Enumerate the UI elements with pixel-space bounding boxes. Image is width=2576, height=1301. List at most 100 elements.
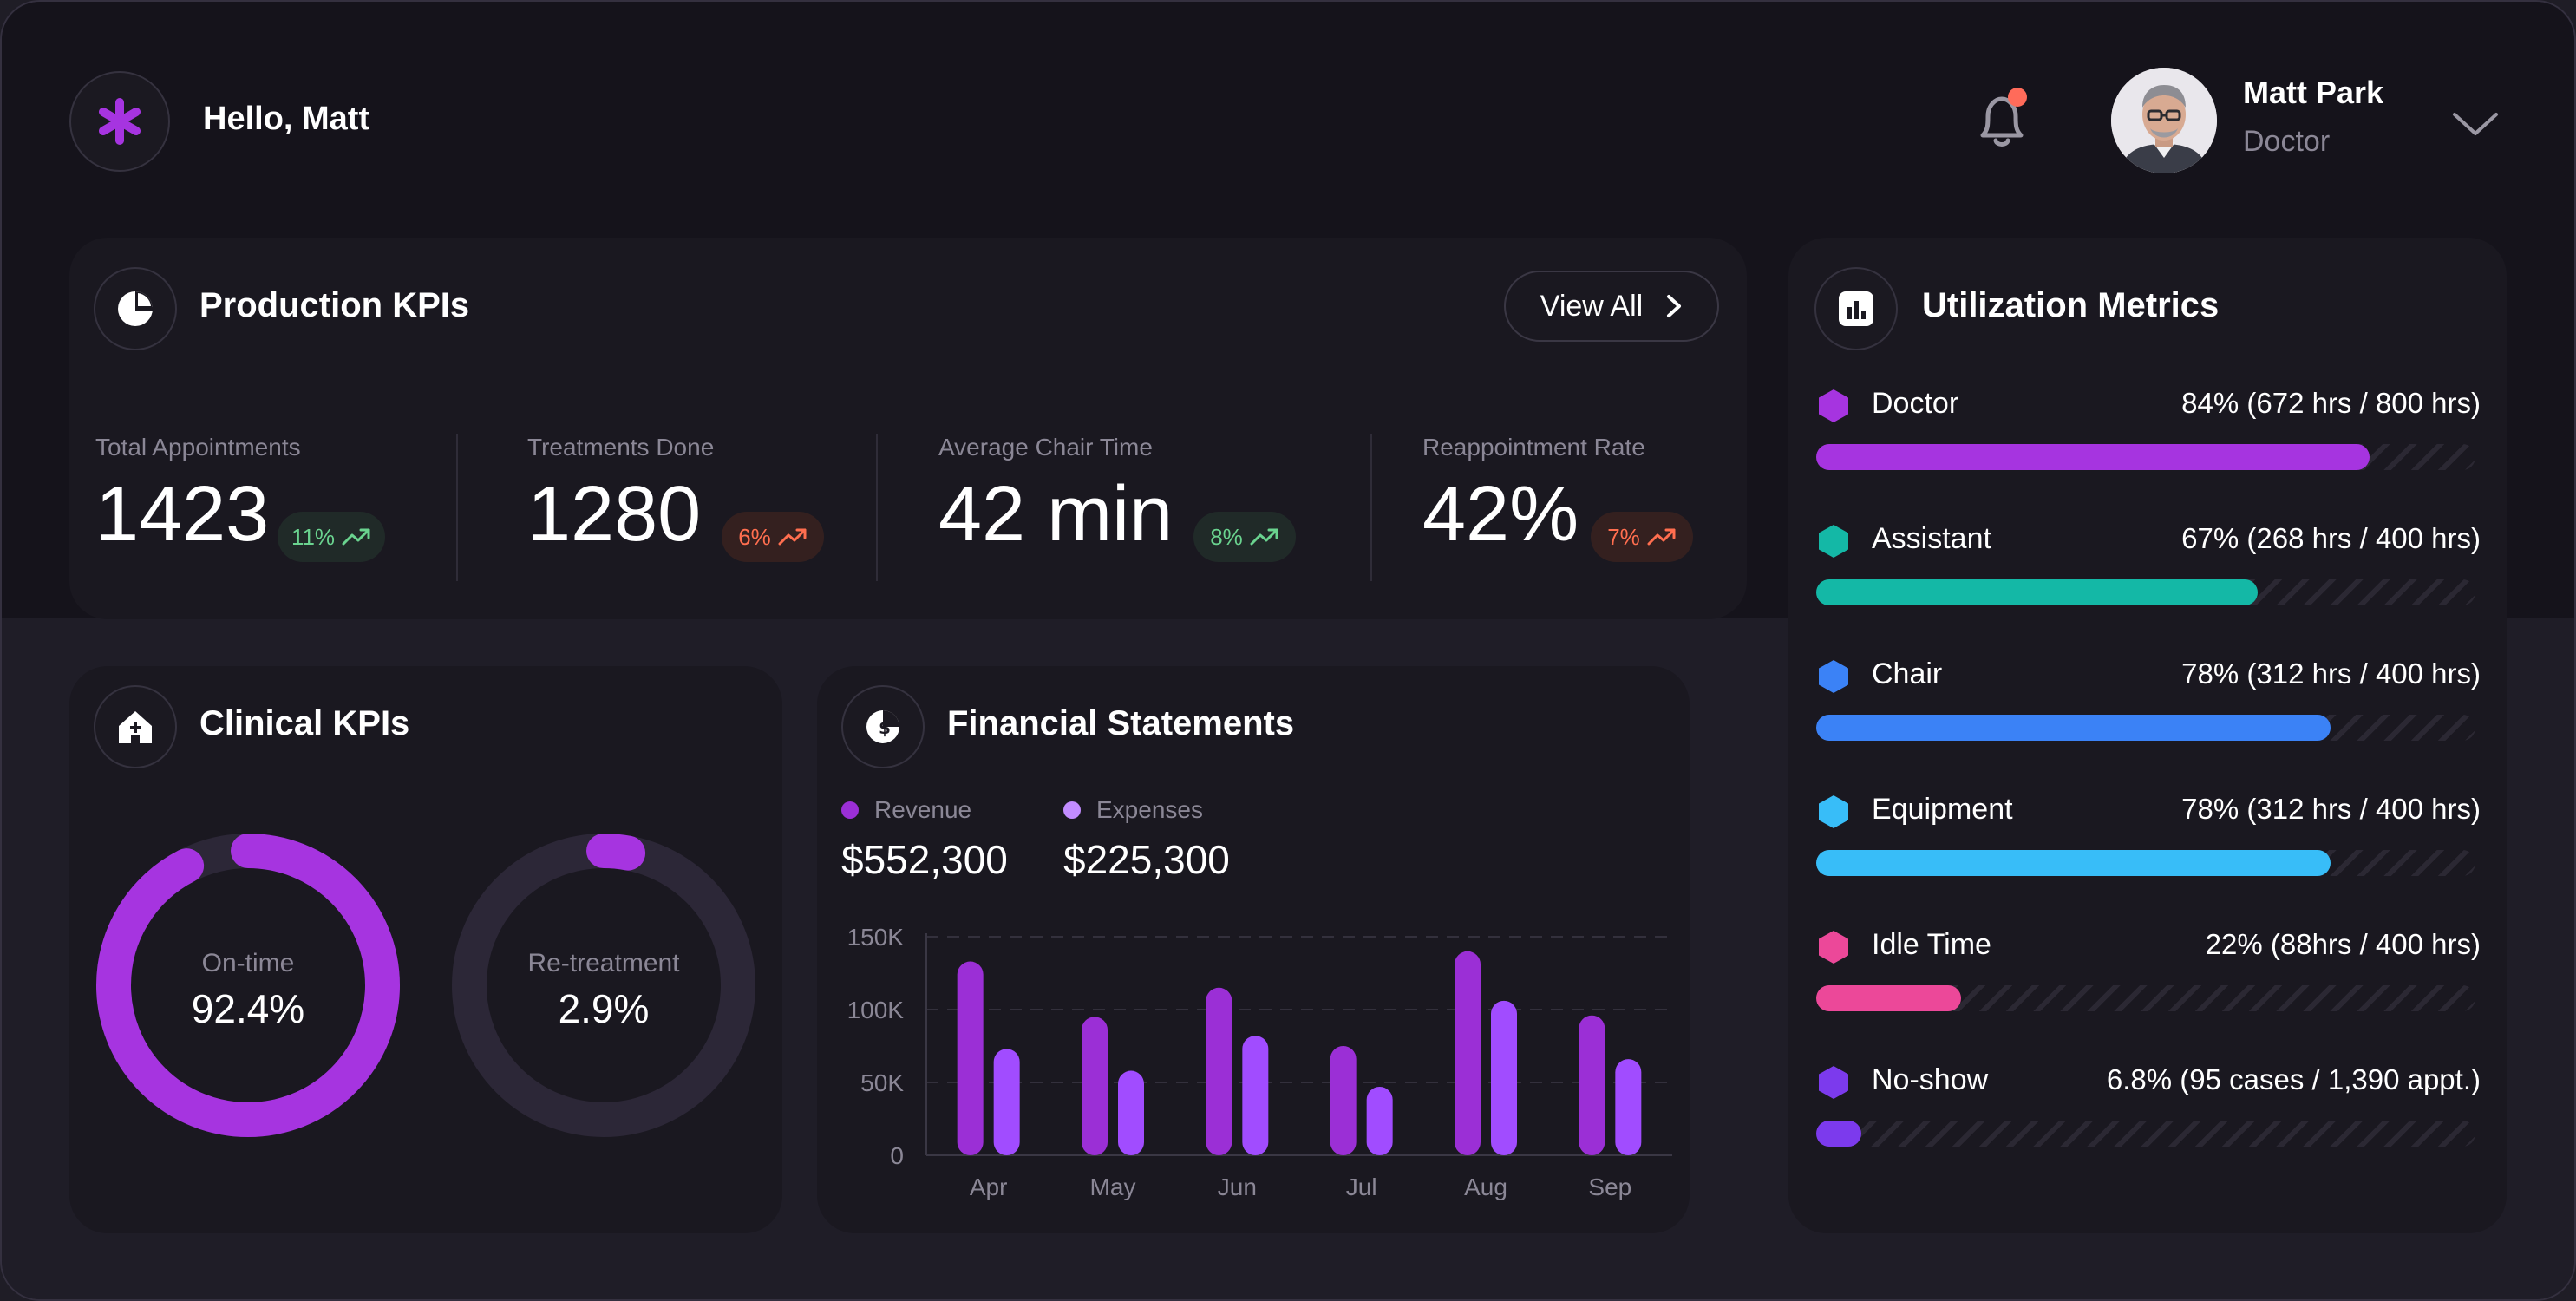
utilization-label: Idle Time bbox=[1872, 928, 1991, 961]
gauge-value-on-time: 92.4% bbox=[191, 986, 305, 1031]
legend-total-expenses: $225,300 bbox=[1063, 837, 1230, 882]
legend-total-revenue: $552,300 bbox=[841, 837, 1008, 882]
kpi-label-average-chair-time: Average Chair Time bbox=[938, 434, 1153, 461]
x-tick-label: Jul bbox=[1346, 1174, 1377, 1200]
legend-label-revenue: Revenue bbox=[874, 796, 972, 823]
utilization-label: Doctor bbox=[1872, 387, 1959, 420]
y-tick-label: 50K bbox=[860, 1069, 904, 1096]
utilization-bar bbox=[1816, 579, 2259, 605]
utilization-value: 84% (672 hrs / 800 hrs) bbox=[2181, 387, 2481, 419]
gauge-arc bbox=[452, 834, 755, 1137]
kpi-divider bbox=[1370, 434, 1372, 581]
gauge-ring-on-time bbox=[96, 834, 400, 1137]
kpi-value-reappointment-rate: 42% bbox=[1422, 471, 1579, 558]
trend-down-icon bbox=[1647, 528, 1676, 546]
hexagon-icon bbox=[1819, 525, 1848, 558]
kpi-change-value: 6% bbox=[738, 523, 771, 550]
clinical-title: Clinical KPIs bbox=[199, 704, 410, 742]
utilization-value: 6.8% (95 cases / 1,390 appt.) bbox=[2106, 1063, 2481, 1095]
user-menu-toggle[interactable] bbox=[2449, 108, 2501, 139]
hexagon-icon bbox=[1819, 795, 1848, 828]
utilization-track bbox=[1816, 1121, 2475, 1147]
kpi-label-treatments-done: Treatments Done bbox=[527, 434, 715, 461]
trend-up-icon bbox=[342, 528, 370, 546]
utilization-label: Chair bbox=[1872, 657, 1943, 690]
financial-bar-chart: 150K 100K 50K 0 Apr May Jun Jul Aug Sep bbox=[847, 926, 1672, 1200]
x-tick-label: Jun bbox=[1218, 1174, 1257, 1200]
utilization-value: 78% (312 hrs / 400 hrs) bbox=[2181, 793, 2481, 825]
hexagon-icon bbox=[1819, 1066, 1848, 1099]
greeting-text: Hello, Matt bbox=[203, 101, 370, 137]
kpi-change-value: 7% bbox=[1607, 523, 1640, 550]
gauge-arc bbox=[96, 834, 400, 1137]
gauge-re-treatment: Re-treatment 2.9% bbox=[449, 831, 758, 1140]
utilization-label: Assistant bbox=[1872, 522, 1991, 555]
kpi-value-treatments-done: 1280 bbox=[527, 471, 702, 558]
financial-title: Financial Statements bbox=[947, 704, 1295, 742]
dollar-chart-icon: $ bbox=[866, 710, 899, 743]
y-tick-label: 100K bbox=[847, 997, 905, 1023]
bar-revenue bbox=[957, 961, 984, 1155]
bell-icon bbox=[1980, 88, 2027, 147]
kpi-change-badge: 8% bbox=[1193, 512, 1296, 562]
kpi-change-badge: 7% bbox=[1591, 512, 1693, 562]
production-title: Production KPIs bbox=[199, 286, 470, 324]
gauge-value-re-treatment: 2.9% bbox=[558, 986, 650, 1031]
trend-up-icon bbox=[1250, 528, 1278, 546]
legend-label-expenses: Expenses bbox=[1096, 796, 1203, 823]
bar-revenue bbox=[1579, 1015, 1605, 1155]
bar-expenses bbox=[993, 1049, 1020, 1155]
y-tick-label: 150K bbox=[847, 926, 905, 951]
gauge-ring-re-treatment bbox=[452, 834, 755, 1137]
legend-dot-revenue bbox=[841, 801, 859, 819]
hexagon-icon bbox=[1819, 931, 1848, 964]
user-name: Matt Park bbox=[2243, 75, 2384, 110]
notification-dot bbox=[2008, 88, 2027, 107]
kpi-divider bbox=[876, 434, 878, 581]
gauge-label-on-time: On-time bbox=[201, 949, 295, 977]
view-all-button[interactable]: View All bbox=[1504, 271, 1719, 342]
bar-chart-icon bbox=[1839, 291, 1873, 326]
kpi-value-average-chair-time: 42 min bbox=[938, 471, 1174, 558]
hexagon-icon bbox=[1819, 660, 1848, 693]
svg-text:$: $ bbox=[879, 717, 891, 738]
utilization-icon-badge bbox=[1814, 267, 1898, 350]
bar-revenue bbox=[1082, 1017, 1108, 1155]
gauge-on-time: On-time 92.4% bbox=[94, 831, 402, 1140]
bar-expenses bbox=[1242, 1036, 1269, 1155]
bar-expenses bbox=[1491, 1000, 1517, 1155]
utilization-bar bbox=[1816, 850, 2331, 876]
production-icon-badge bbox=[94, 267, 177, 350]
bar-revenue bbox=[1455, 951, 1481, 1155]
financial-statements-panel: $ Financial Statements Revenue $552,300 … bbox=[817, 666, 1690, 1233]
kpi-change-value: 8% bbox=[1210, 523, 1243, 550]
clinical-icon-badge bbox=[94, 685, 177, 768]
pie-chart-icon bbox=[118, 291, 153, 326]
kpi-change-badge: 6% bbox=[722, 512, 824, 562]
chevron-down-icon bbox=[2453, 113, 2498, 135]
notifications-button[interactable] bbox=[1971, 87, 2033, 156]
bar-expenses bbox=[1118, 1070, 1144, 1155]
utilization-title: Utilization Metrics bbox=[1922, 286, 2220, 324]
x-tick-label: Aug bbox=[1464, 1174, 1507, 1200]
utilization-metrics-panel: Utilization Metrics Doctor 84% (672 hrs /… bbox=[1788, 238, 2507, 1233]
hexagon-icon bbox=[1819, 389, 1848, 422]
y-tick-label: 0 bbox=[890, 1142, 904, 1169]
bar-expenses bbox=[1615, 1059, 1642, 1155]
production-kpis-panel: Production KPIs View All Total Appointme… bbox=[69, 238, 1747, 619]
kpi-label-reappointment-rate: Reappointment Rate bbox=[1422, 434, 1645, 461]
logo-button[interactable] bbox=[69, 71, 170, 172]
asterisk-icon bbox=[99, 98, 141, 145]
avatar[interactable] bbox=[2111, 68, 2217, 173]
utilization-value: 22% (88hrs / 400 hrs) bbox=[2205, 928, 2481, 960]
gauge-label-re-treatment: Re-treatment bbox=[527, 949, 680, 977]
utilization-bar bbox=[1816, 985, 1962, 1011]
kpi-value-total-appointments: 1423 bbox=[95, 471, 270, 558]
kpi-divider bbox=[456, 434, 458, 581]
utilization-label: Equipment bbox=[1872, 793, 2013, 826]
kpi-change-value: 11% bbox=[291, 523, 336, 550]
clinic-house-icon bbox=[119, 711, 152, 743]
utilization-value: 78% (312 hrs / 400 hrs) bbox=[2181, 657, 2481, 690]
utilization-label: No-show bbox=[1872, 1063, 1989, 1096]
